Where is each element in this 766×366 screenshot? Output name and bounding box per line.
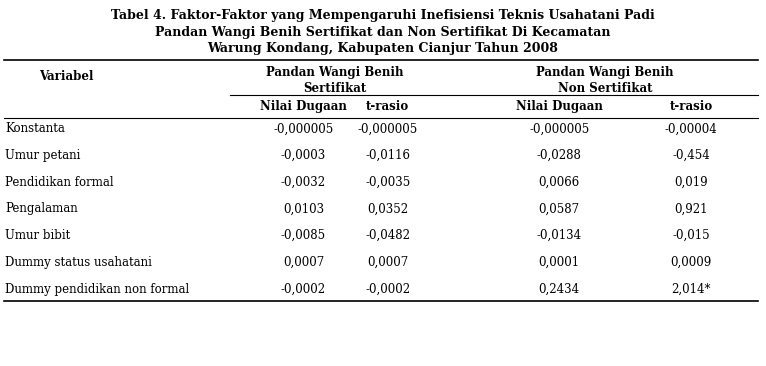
Text: -0,0482: -0,0482 — [365, 229, 411, 242]
Text: Umur bibit: Umur bibit — [5, 229, 70, 242]
Text: 0,0009: 0,0009 — [670, 256, 712, 269]
Text: t-rasio: t-rasio — [669, 100, 712, 113]
Text: Konstanta: Konstanta — [5, 122, 65, 135]
Text: Nilai Dugaan: Nilai Dugaan — [260, 100, 347, 113]
Text: Pandan Wangi Benih: Pandan Wangi Benih — [536, 66, 674, 79]
Text: -0,0032: -0,0032 — [281, 176, 326, 189]
Text: 0,921: 0,921 — [674, 202, 708, 216]
Text: 0,0007: 0,0007 — [283, 256, 324, 269]
Text: Dummy pendidikan non formal: Dummy pendidikan non formal — [5, 283, 190, 296]
Text: -0,0002: -0,0002 — [365, 283, 411, 296]
Text: 0,0007: 0,0007 — [367, 256, 408, 269]
Text: t-rasio: t-rasio — [366, 100, 409, 113]
Text: Tabel 4. Faktor-Faktor yang Mempengaruhi Inefisiensi Teknis Usahatani Padi: Tabel 4. Faktor-Faktor yang Mempengaruhi… — [111, 9, 655, 22]
Text: 0,0066: 0,0066 — [538, 176, 580, 189]
Text: -0,000005: -0,000005 — [358, 122, 418, 135]
Text: 0,0587: 0,0587 — [538, 202, 580, 216]
Text: Pengalaman: Pengalaman — [5, 202, 78, 216]
Text: Nilai Dugaan: Nilai Dugaan — [516, 100, 603, 113]
Text: -0,00004: -0,00004 — [665, 122, 717, 135]
Text: Pendidikan formal: Pendidikan formal — [5, 176, 114, 189]
Text: -0,0116: -0,0116 — [365, 149, 411, 162]
Text: -0,0288: -0,0288 — [537, 149, 581, 162]
Text: Pandan Wangi Benih: Pandan Wangi Benih — [267, 66, 404, 79]
Text: 0,0103: 0,0103 — [283, 202, 324, 216]
Text: -0,000005: -0,000005 — [273, 122, 334, 135]
Text: -0,0002: -0,0002 — [281, 283, 326, 296]
Text: -0,454: -0,454 — [672, 149, 710, 162]
Text: -0,015: -0,015 — [672, 229, 710, 242]
Text: Sertifikat: Sertifikat — [303, 82, 367, 96]
Text: 0,019: 0,019 — [674, 176, 708, 189]
Text: Dummy status usahatani: Dummy status usahatani — [5, 256, 152, 269]
Text: 2,014*: 2,014* — [671, 283, 711, 296]
Text: Umur petani: Umur petani — [5, 149, 80, 162]
Text: Non Sertifikat: Non Sertifikat — [558, 82, 653, 96]
Text: 0,0001: 0,0001 — [538, 256, 580, 269]
Text: -0,0035: -0,0035 — [365, 176, 411, 189]
Text: -0,000005: -0,000005 — [529, 122, 589, 135]
Text: -0,0134: -0,0134 — [537, 229, 581, 242]
Text: 0,0352: 0,0352 — [367, 202, 408, 216]
Text: -0,0085: -0,0085 — [281, 229, 326, 242]
Text: Variabel: Variabel — [40, 70, 93, 83]
Text: Warung Kondang, Kabupaten Cianjur Tahun 2008: Warung Kondang, Kabupaten Cianjur Tahun … — [208, 42, 558, 55]
Text: 0,2434: 0,2434 — [538, 283, 580, 296]
Text: Pandan Wangi Benih Sertifikat dan Non Sertifikat Di Kecamatan: Pandan Wangi Benih Sertifikat dan Non Se… — [155, 26, 611, 39]
Text: -0,0003: -0,0003 — [281, 149, 326, 162]
